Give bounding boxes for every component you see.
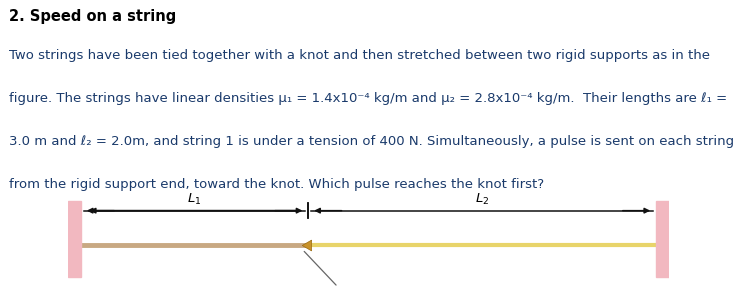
Text: 2. Speed on a string: 2. Speed on a string — [9, 9, 176, 24]
Bar — [68, 201, 81, 277]
Text: Two strings have been tied together with a knot and then stretched between two r: Two strings have been tied together with… — [9, 49, 710, 62]
Text: $\mathit{L}_1$: $\mathit{L}_1$ — [187, 192, 202, 207]
Text: figure. The strings have linear densities μ₁ = 1.4x10⁻⁴ kg/m and μ₂ = 2.8x10⁻⁴ k: figure. The strings have linear densitie… — [9, 92, 727, 105]
Text: from the rigid support end, toward the knot. Which pulse reaches the knot first?: from the rigid support end, toward the k… — [9, 178, 544, 191]
Text: 3.0 m and ℓ₂ = 2.0m, and string 1 is under a tension of 400 N. Simultaneously, a: 3.0 m and ℓ₂ = 2.0m, and string 1 is und… — [9, 135, 734, 148]
Bar — [656, 201, 669, 277]
Text: –Knot: –Knot — [305, 251, 364, 287]
Text: $\mathit{L}_2$: $\mathit{L}_2$ — [475, 192, 490, 207]
